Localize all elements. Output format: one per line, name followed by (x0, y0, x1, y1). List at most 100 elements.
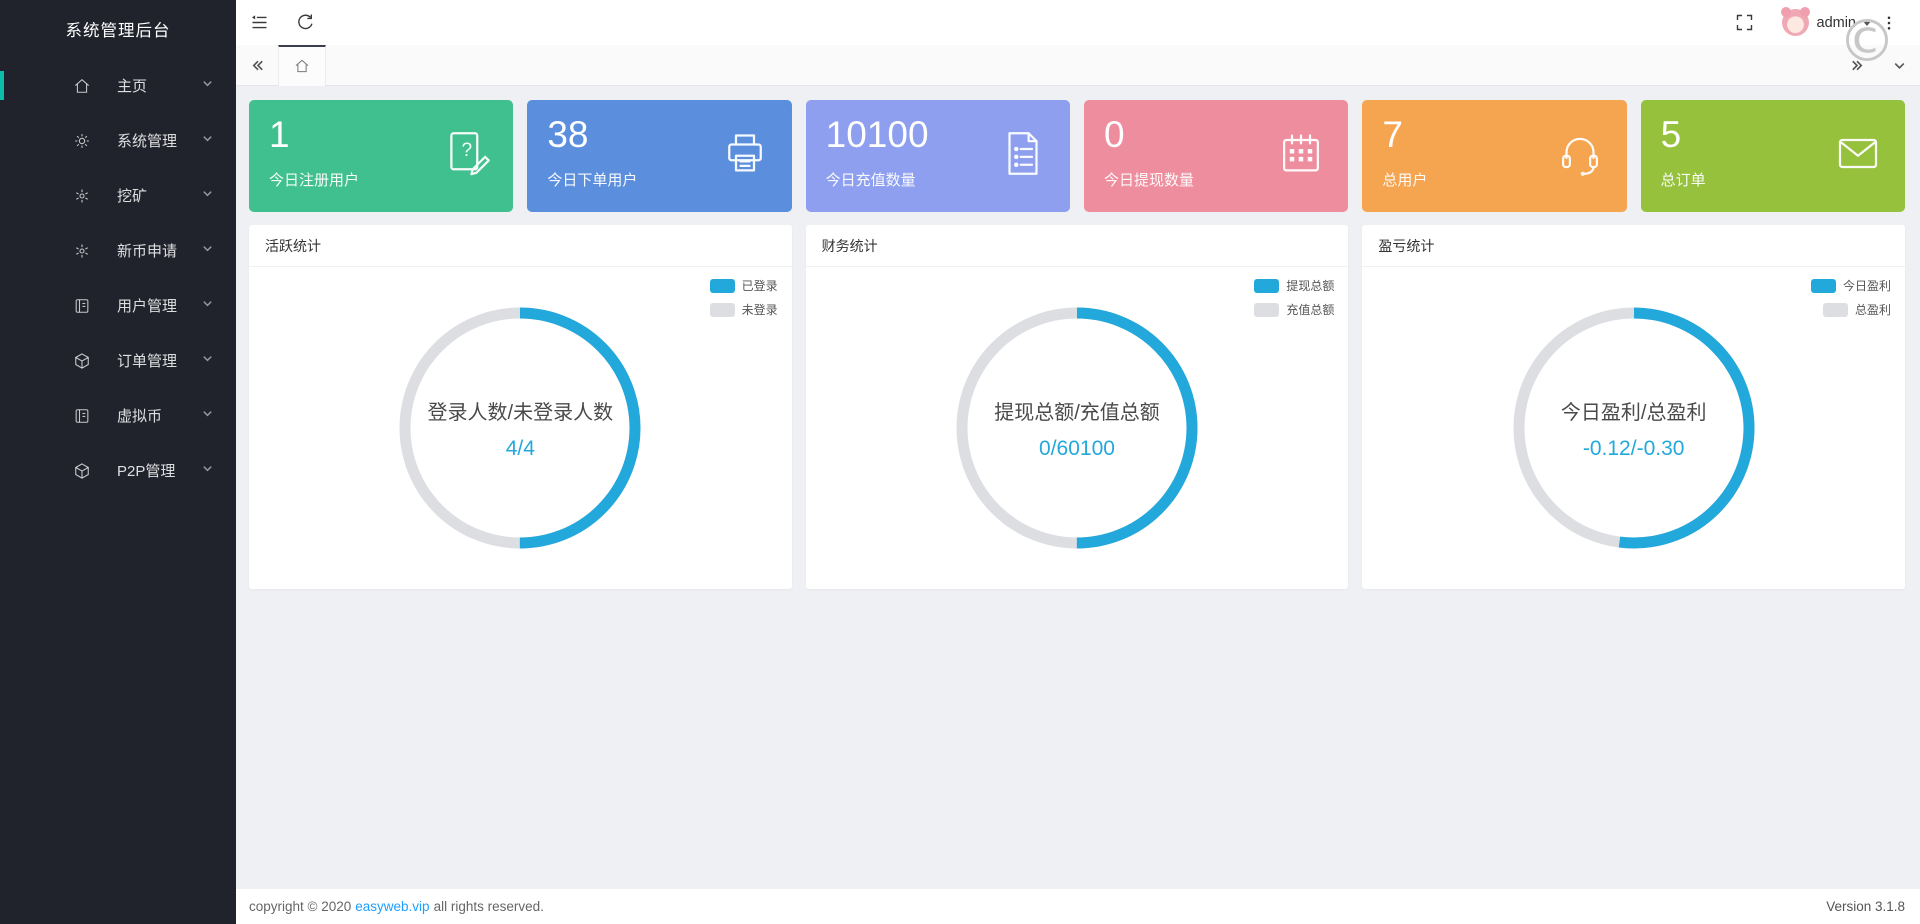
footer: copyright © 2020 easyweb.vip all rights … (236, 889, 1920, 924)
fullscreen-icon (1736, 14, 1753, 31)
chart-legend: 提现总额 充值总额 (1254, 277, 1334, 325)
legend-item[interactable]: 已登录 (709, 277, 778, 294)
legend-item[interactable]: 未登录 (709, 301, 778, 318)
file-list-icon (996, 127, 1050, 186)
stat-card-total-orders[interactable]: 5 总订单 (1640, 100, 1905, 212)
panel-active-stats: 活跃统计 已登录 未登录 (249, 225, 792, 589)
mail-icon (1831, 127, 1885, 186)
main-content: 1 今日注册用户 ? 38 今日下单用户 10100 今日充值数量 (236, 86, 1920, 889)
sidebar-item-home[interactable]: 主页 (0, 58, 236, 113)
legend-swatch-gray (1823, 302, 1848, 317)
stat-value: 38 (547, 114, 589, 155)
chevron-down-icon (201, 352, 214, 369)
sidebar-item-label: 订单管理 (117, 353, 178, 370)
legend-item[interactable]: 今日盈利 (1811, 277, 1891, 294)
sidebar-item-label: 主页 (117, 78, 148, 95)
tabs-menu-button[interactable] (1878, 45, 1920, 86)
chart-legend: 已登录 未登录 (709, 277, 778, 325)
sidebar-item-users[interactable]: 用户管理 (0, 278, 236, 333)
stat-label: 今日注册用户 (269, 171, 360, 189)
sidebar-item-label: P2P管理 (117, 463, 176, 480)
wallet-book-icon (72, 406, 92, 426)
panel-title: 财务统计 (805, 225, 1349, 267)
stat-value: 5 (1660, 114, 1682, 155)
headset-icon (1553, 127, 1607, 186)
double-chevron-right-icon (1851, 60, 1862, 70)
sidebar-item-orders[interactable]: 订单管理 (0, 333, 236, 388)
more-menu-button[interactable] (1872, 0, 1906, 45)
sidebar-item-label: 挖矿 (117, 188, 148, 205)
sidebar-toggle-button[interactable] (236, 0, 282, 45)
chevron-down-icon (201, 462, 214, 479)
sidebar: 系统管理后台 主页 系统管理 挖矿 (0, 0, 236, 924)
sidebar-menu: 主页 系统管理 挖矿 新币申请 (0, 58, 236, 498)
stat-value: 7 (1382, 114, 1403, 155)
legend-item[interactable]: 充值总额 (1254, 301, 1334, 318)
new-coin-icon (72, 241, 92, 261)
panel-finance-stats: 财务统计 提现总额 充值总额 (805, 225, 1349, 589)
legend-swatch-blue (1254, 278, 1280, 293)
donut-chart-profit: 今日盈利 总盈利 今日盈利/总盈利 -0.12/-0.30 (1362, 267, 1905, 589)
panel-title: 盈亏统计 (1362, 225, 1906, 267)
sidebar-item-p2p[interactable]: P2P管理 (0, 443, 236, 498)
donut-ring: 今日盈利/总盈利 -0.12/-0.30 (1511, 305, 1757, 551)
sidebar-item-mining[interactable]: 挖矿 (0, 168, 236, 223)
tabs-scroll-right-button[interactable] (1836, 45, 1878, 86)
printer-icon (718, 127, 772, 186)
stat-card-withdraw-today[interactable]: 0 今日提现数量 (1083, 100, 1349, 212)
tabs-scroll-left-button[interactable] (236, 45, 278, 86)
sidebar-item-newcoin[interactable]: 新币申请 (0, 223, 236, 278)
sidebar-item-label: 新币申请 (117, 243, 178, 260)
stat-label: 总订单 (1660, 171, 1706, 189)
legend-item[interactable]: 提现总额 (1254, 277, 1334, 294)
sidebar-item-system[interactable]: 系统管理 (0, 113, 236, 168)
double-chevron-left-icon (252, 60, 263, 70)
stat-label: 今日提现数量 (1103, 171, 1194, 189)
easyweb-link[interactable]: easyweb.vip (355, 899, 430, 914)
panel-profit-stats: 盈亏统计 今日盈利 总盈利 (1362, 225, 1906, 589)
tab-bar (236, 44, 1920, 86)
legend-item[interactable]: 总盈利 (1811, 301, 1891, 318)
copyright-prefix: copyright © 2020 (249, 899, 352, 914)
user-dropdown[interactable]: admin (1816, 14, 1872, 31)
chart-panels-row: 活跃统计 已登录 未登录 (249, 225, 1906, 589)
user-name: admin (1816, 14, 1857, 31)
copyright-suffix: all rights reserved. (433, 899, 544, 914)
chevron-down-icon (201, 77, 214, 94)
chevron-down-icon (201, 187, 214, 204)
chevron-down-icon (201, 297, 214, 314)
stat-label: 总用户 (1382, 171, 1428, 189)
svg-text:?: ? (462, 140, 473, 161)
stat-card-total-users[interactable]: 7 总用户 (1362, 100, 1627, 212)
home-tab-icon (295, 59, 309, 73)
avatar[interactable] (1780, 7, 1810, 36)
header-right: admin (1722, 0, 1920, 45)
top-header: admin (236, 0, 1920, 45)
sidebar-item-label: 虚拟币 (117, 408, 163, 425)
tab-bar-right (1836, 45, 1920, 86)
stat-card-orders-today[interactable]: 38 今日下单用户 (527, 100, 792, 212)
sidebar-item-virtualcoin[interactable]: 虚拟币 (0, 388, 236, 443)
fullscreen-button[interactable] (1722, 0, 1768, 45)
stat-value: 0 (1103, 114, 1125, 155)
legend-swatch-blue (709, 278, 735, 293)
refresh-button[interactable] (282, 0, 328, 45)
stat-card-recharge-today[interactable]: 10100 今日充值数量 (805, 100, 1070, 212)
donut-center-text: 登录人数/未登录人数 4/4 (427, 401, 614, 460)
refresh-icon (297, 14, 313, 30)
chart-legend: 今日盈利 总盈利 (1811, 277, 1891, 325)
more-vertical-icon (1887, 15, 1891, 30)
sidebar-item-label: 用户管理 (117, 298, 178, 315)
chevron-down-icon (201, 242, 214, 259)
tab-home[interactable] (278, 44, 326, 86)
chevron-down-icon (201, 407, 214, 424)
stat-label: 今日充值数量 (825, 171, 916, 189)
chevron-down-icon (201, 132, 214, 149)
panel-title: 活跃统计 (249, 225, 792, 267)
users-book-icon (72, 296, 92, 316)
donut-ring: 登录人数/未登录人数 4/4 (397, 305, 643, 551)
stat-card-registered-today[interactable]: 1 今日注册用户 ? (249, 100, 514, 212)
donut-center-text: 今日盈利/总盈利 -0.12/-0.30 (1560, 401, 1707, 460)
donut-chart-active: 已登录 未登录 登录人数/未登录人数 4/4 (249, 267, 792, 589)
donut-chart-finance: 提现总额 充值总额 提现总额/充值总额 0/60100 (806, 267, 1349, 589)
